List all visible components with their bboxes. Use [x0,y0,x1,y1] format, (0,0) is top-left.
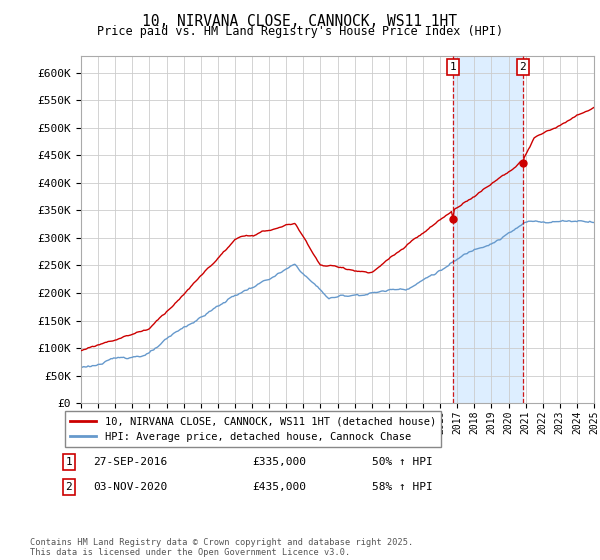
Bar [453,56,523,403]
Legend: 10, NIRVANA CLOSE, CANNOCK, WS11 1HT (detached house), HPI: Average price, detac: 10, NIRVANA CLOSE, CANNOCK, WS11 1HT (de… [65,411,441,447]
Text: £335,000: £335,000 [252,457,306,467]
Text: 2: 2 [65,482,73,492]
Text: 1: 1 [449,62,457,72]
Text: 58% ↑ HPI: 58% ↑ HPI [372,482,433,492]
Text: 03-NOV-2020: 03-NOV-2020 [93,482,167,492]
Text: Price paid vs. HM Land Registry's House Price Index (HPI): Price paid vs. HM Land Registry's House … [97,25,503,38]
Text: 50% ↑ HPI: 50% ↑ HPI [372,457,433,467]
Text: £435,000: £435,000 [252,482,306,492]
Text: Contains HM Land Registry data © Crown copyright and database right 2025.
This d: Contains HM Land Registry data © Crown c… [30,538,413,557]
Text: 1: 1 [65,457,73,467]
Text: 2: 2 [520,62,526,72]
Text: 10, NIRVANA CLOSE, CANNOCK, WS11 1HT: 10, NIRVANA CLOSE, CANNOCK, WS11 1HT [143,14,458,29]
Text: 27-SEP-2016: 27-SEP-2016 [93,457,167,467]
